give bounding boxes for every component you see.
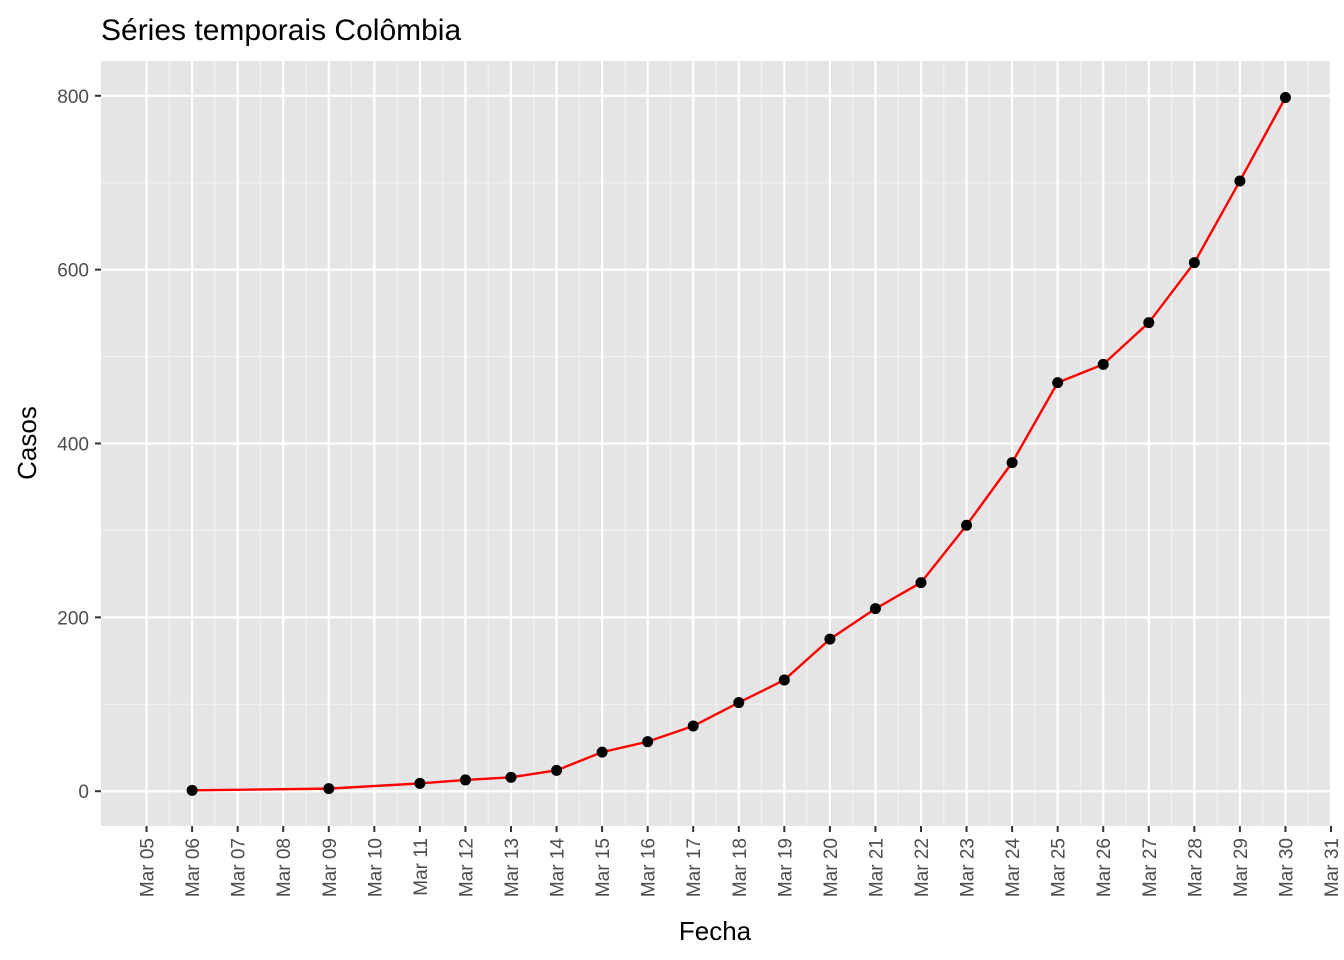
x-axis-title: Fecha [679, 916, 752, 946]
series-layer [186, 92, 1291, 796]
x-tick-label: Mar 27 [1140, 838, 1161, 897]
x-tick-label: Mar 17 [684, 838, 705, 897]
x-tick-label: Mar 09 [320, 838, 341, 897]
data-point [505, 771, 517, 783]
chart-title: Séries temporais Colômbia [101, 14, 461, 47]
series-line [192, 96, 1287, 792]
data-point [915, 577, 927, 589]
x-tick-label: Mar 31 [1322, 838, 1343, 897]
x-tick-label: Mar 18 [730, 838, 751, 897]
x-tick-label: Mar 06 [183, 838, 204, 897]
data-point [551, 764, 563, 776]
data-point [961, 519, 973, 531]
x-tick-label: Mar 29 [1231, 838, 1252, 897]
x-tick-label: Mar 16 [639, 838, 660, 897]
x-tick-label: Mar 26 [1094, 838, 1115, 897]
grid-major [101, 61, 1333, 826]
y-tick-label: 200 [57, 608, 89, 629]
x-tick-label: Mar 13 [502, 838, 523, 897]
y-tick-label: 400 [57, 435, 89, 456]
y-axis-title: Casos [12, 406, 42, 480]
y-tick-label: 800 [57, 87, 89, 108]
x-tick-label: Mar 10 [365, 838, 386, 897]
data-point [1052, 377, 1064, 389]
data-point [1234, 175, 1246, 187]
y-tick-label: 0 [78, 782, 89, 803]
data-point [733, 697, 745, 709]
x-tick-label: Mar 08 [274, 838, 295, 897]
x-tick-label: Mar 11 [411, 838, 432, 896]
data-point [642, 736, 654, 748]
data-point [596, 746, 608, 758]
y-axis: 0 200 400 600 800 [57, 87, 101, 803]
y-tick-label: 600 [57, 261, 89, 282]
x-tick-label: Mar 07 [229, 838, 250, 897]
data-point [186, 784, 198, 796]
x-tick-label: Mar 22 [912, 838, 933, 897]
x-axis: Mar 05 Mar 06 Mar 07 Mar 08 Mar 09 Mar 10 Mar … [138, 826, 1343, 897]
x-tick-label: Mar 21 [866, 838, 887, 897]
data-point [1143, 317, 1155, 329]
data-point [414, 777, 426, 789]
x-tick-label: Mar 24 [1003, 838, 1024, 898]
data-point [778, 674, 790, 686]
data-point [687, 720, 699, 732]
x-tick-label: Mar 20 [821, 838, 842, 897]
data-point [1188, 257, 1200, 269]
data-point [459, 774, 471, 786]
data-point [1006, 457, 1018, 469]
x-tick-label: Mar 12 [456, 838, 477, 897]
x-tick-label: Mar 19 [775, 838, 796, 897]
data-point [1279, 92, 1291, 104]
data-point [323, 783, 335, 795]
x-tick-label: Mar 28 [1185, 838, 1206, 897]
data-point [824, 633, 836, 645]
data-point [1097, 358, 1109, 370]
x-tick-label: Mar 15 [593, 838, 614, 897]
data-point [869, 603, 881, 615]
x-tick-label: Mar 14 [548, 838, 569, 898]
x-tick-label: Mar 05 [138, 838, 159, 897]
x-tick-label: Mar 30 [1276, 838, 1297, 897]
x-tick-label: Mar 25 [1049, 838, 1070, 897]
x-tick-label: Mar 23 [958, 838, 979, 897]
